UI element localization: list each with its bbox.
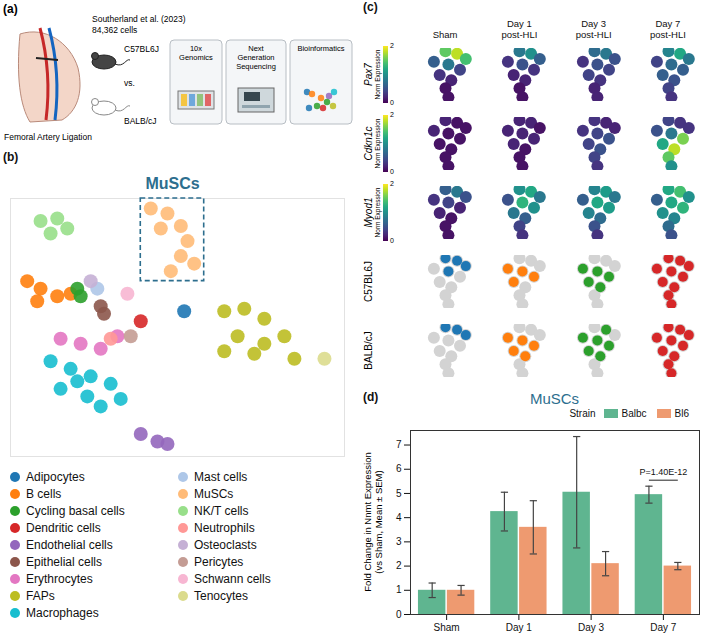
html-text:post-HLI: post-HLI [649, 29, 686, 40]
svg-text:0: 0 [390, 237, 394, 244]
html-text:Tenocytes: Tenocytes [194, 588, 248, 603]
svg-text:BALB/cJ: BALB/cJ [124, 116, 157, 126]
html-text:Balbc: Balbc [621, 408, 647, 419]
html-text:Bl6: Bl6 [674, 408, 689, 419]
svg-text:C57BL6J: C57BL6J [124, 44, 159, 54]
html-text:Day 7: Day 7 [655, 18, 681, 29]
svg-text:Femoral Artery Ligation: Femoral Artery Ligation [4, 132, 92, 142]
html-text:Adipocytes: Adipocytes [26, 469, 85, 484]
html-text:FAPs: FAPs [26, 588, 55, 603]
svg-text:Norm Expression: Norm Expression [374, 187, 382, 237]
html-text:B cells: B cells [26, 486, 62, 501]
html-text:(b): (b) [3, 150, 19, 164]
svg-text:2: 2 [390, 111, 394, 118]
svg-text:6: 6 [396, 463, 402, 474]
html-text:Pericytes: Pericytes [194, 554, 244, 569]
svg-text:(a): (a) [3, 2, 18, 16]
html-text:Mast cells: Mast cells [194, 469, 248, 484]
html-text:MuSCs: MuSCs [194, 486, 234, 501]
svg-text:Day 3: Day 3 [578, 622, 605, 633]
html-text:Day 1: Day 1 [507, 18, 532, 29]
svg-text:P=1.40E-12: P=1.40E-12 [639, 467, 687, 477]
svg-text:Cdkn1c: Cdkn1c [363, 127, 374, 161]
html-text:Epithelial cells: Epithelial cells [26, 554, 102, 569]
svg-text:Sequencing: Sequencing [236, 62, 276, 71]
svg-text:Southerland et al. (2023): Southerland et al. (2023) [92, 14, 186, 24]
html-text:Macrophages: Macrophages [26, 605, 99, 620]
svg-text:2: 2 [396, 560, 402, 571]
svg-text:Day 1: Day 1 [506, 622, 533, 633]
html-text:NK/T cells: NK/T cells [194, 503, 249, 518]
svg-text:Norm Expression: Norm Expression [374, 49, 382, 99]
html-text:Cycling basal cells: Cycling basal cells [26, 503, 125, 518]
html-text:post-HLI: post-HLI [575, 29, 612, 40]
html-text:Strain: Strain [569, 408, 596, 419]
svg-text:Fold Change in Nnmt Expression: Fold Change in Nnmt Expression [362, 452, 373, 591]
svg-text:0: 0 [390, 168, 394, 175]
html-text:Endothelial cells: Endothelial cells [26, 537, 113, 552]
svg-text:84,362 cells: 84,362 cells [92, 25, 137, 35]
svg-text:1: 1 [396, 584, 402, 595]
svg-text:10x: 10x [190, 44, 202, 53]
svg-text:Myod1: Myod1 [363, 197, 374, 227]
svg-text:0: 0 [390, 99, 394, 106]
html-text:Erythrocytes: Erythrocytes [26, 571, 93, 586]
html-text:Schwann cells: Schwann cells [194, 571, 271, 586]
svg-text:7: 7 [396, 439, 402, 450]
html-text:(d): (d) [363, 390, 379, 404]
html-text:Dendritic cells: Dendritic cells [26, 520, 101, 535]
svg-text:Genomics: Genomics [179, 53, 213, 62]
html-text:MuSCs: MuSCs [529, 390, 580, 407]
svg-text:0: 0 [396, 609, 402, 620]
html-text:Day 3: Day 3 [581, 18, 606, 29]
svg-text:Pax7: Pax7 [363, 63, 374, 86]
svg-text:BALB/cJ: BALB/cJ [363, 331, 374, 369]
svg-text:2: 2 [390, 180, 394, 187]
svg-text:C57BL6J: C57BL6J [363, 261, 374, 302]
html-text:(c): (c) [363, 0, 378, 14]
svg-text:(vs Sham, Mean ± SEM): (vs Sham, Mean ± SEM) [373, 470, 384, 573]
svg-text:vs.: vs. [124, 78, 135, 88]
svg-text:3: 3 [396, 536, 402, 547]
svg-text:Norm Expression: Norm Expression [374, 118, 382, 168]
svg-text:Next: Next [248, 44, 264, 53]
html-text:post-HLI: post-HLI [501, 29, 538, 40]
html-text:Osteoclasts: Osteoclasts [194, 537, 257, 552]
svg-text:MuSCs: MuSCs [145, 175, 199, 192]
svg-text:5: 5 [396, 488, 402, 499]
svg-text:4: 4 [396, 512, 402, 523]
html-text:Neutrophils: Neutrophils [194, 520, 255, 535]
html-text:Sham: Sham [432, 29, 458, 40]
svg-text:2: 2 [390, 42, 394, 49]
svg-text:Sham: Sham [434, 622, 460, 633]
svg-text:Generation: Generation [237, 53, 274, 62]
svg-text:Bioinformatics: Bioinformatics [297, 44, 344, 53]
svg-text:Day 7: Day 7 [650, 622, 677, 633]
